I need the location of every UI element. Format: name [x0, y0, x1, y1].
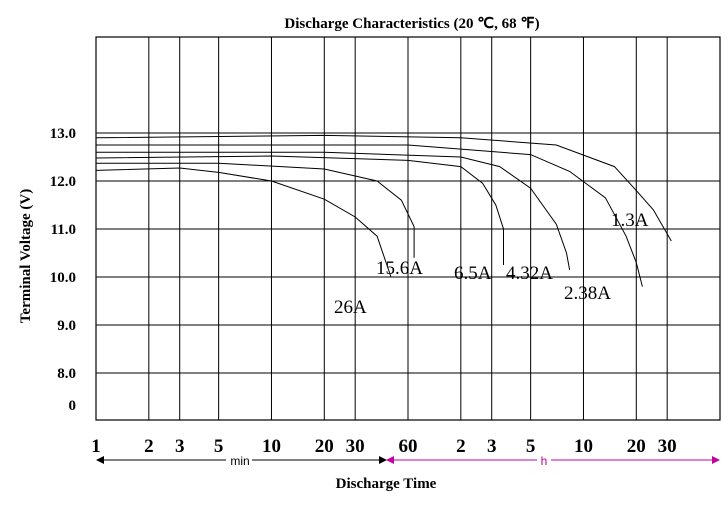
y-axis-label: Terminal Voltage (V): [18, 189, 34, 323]
curves: [95, 134, 672, 287]
y-tick-label: 9.0: [57, 318, 76, 334]
y-tick-label: 12.0: [50, 174, 76, 190]
y-tick-labels: 13.0 12.0 11.0 10.0 9.0 8.0 0: [50, 126, 76, 414]
grid: [96, 37, 720, 420]
series-label: 15.6A: [376, 258, 423, 279]
y-tick-label: 11.0: [51, 222, 76, 238]
x-tick-label: 3: [487, 436, 497, 457]
x-tick-label: 5: [214, 436, 224, 457]
series-label: 26A: [334, 297, 367, 318]
x-tick-label: 20: [315, 436, 334, 457]
x-tick-label: 5: [526, 436, 536, 457]
series-label: 2.38A: [564, 283, 611, 304]
x-tick-label: 60: [399, 436, 418, 457]
hour-range-arrow: h: [386, 452, 720, 468]
x-tick-label: 2: [144, 436, 154, 457]
min-unit-label: min: [230, 454, 249, 468]
series-line: [96, 151, 571, 270]
y-tick-label: 10.0: [50, 270, 76, 286]
x-tick-label: 30: [346, 436, 365, 457]
x-tick-label: 3: [175, 436, 185, 457]
series-label: 1.3A: [611, 210, 649, 231]
x-axis-label: Discharge Time: [336, 476, 437, 492]
series-line: [96, 162, 415, 258]
series-label: 6.5A: [454, 263, 492, 284]
x-tick-label: 2: [456, 436, 466, 457]
chart-title: Discharge Characteristics (20 ℃, 68 ℉): [284, 16, 539, 32]
min-range-arrow: min: [96, 452, 387, 468]
x-tick-label: 10: [262, 436, 281, 457]
x-tick-label: 20: [627, 436, 646, 457]
series-line: [95, 134, 672, 242]
x-tick-label: 1: [91, 436, 101, 457]
series-label: 4.32A: [506, 263, 553, 284]
series-line: [95, 167, 392, 278]
x-tick-labels: 1 2 3 5 10 20 30 60 2 3 5 10 20 30: [91, 436, 676, 457]
series-line: [96, 144, 643, 287]
y-tick-label: 8.0: [57, 366, 76, 382]
x-tick-label: 30: [658, 436, 677, 457]
x-tick-label: 10: [574, 436, 593, 457]
curve-labels: 26A 15.6A 6.5A 4.32A 2.38A 1.3A: [334, 210, 649, 318]
y-tick-label: 0: [69, 398, 77, 414]
series-line: [95, 155, 504, 265]
y-tick-label: 13.0: [50, 126, 76, 142]
hour-unit-label: h: [541, 454, 548, 468]
